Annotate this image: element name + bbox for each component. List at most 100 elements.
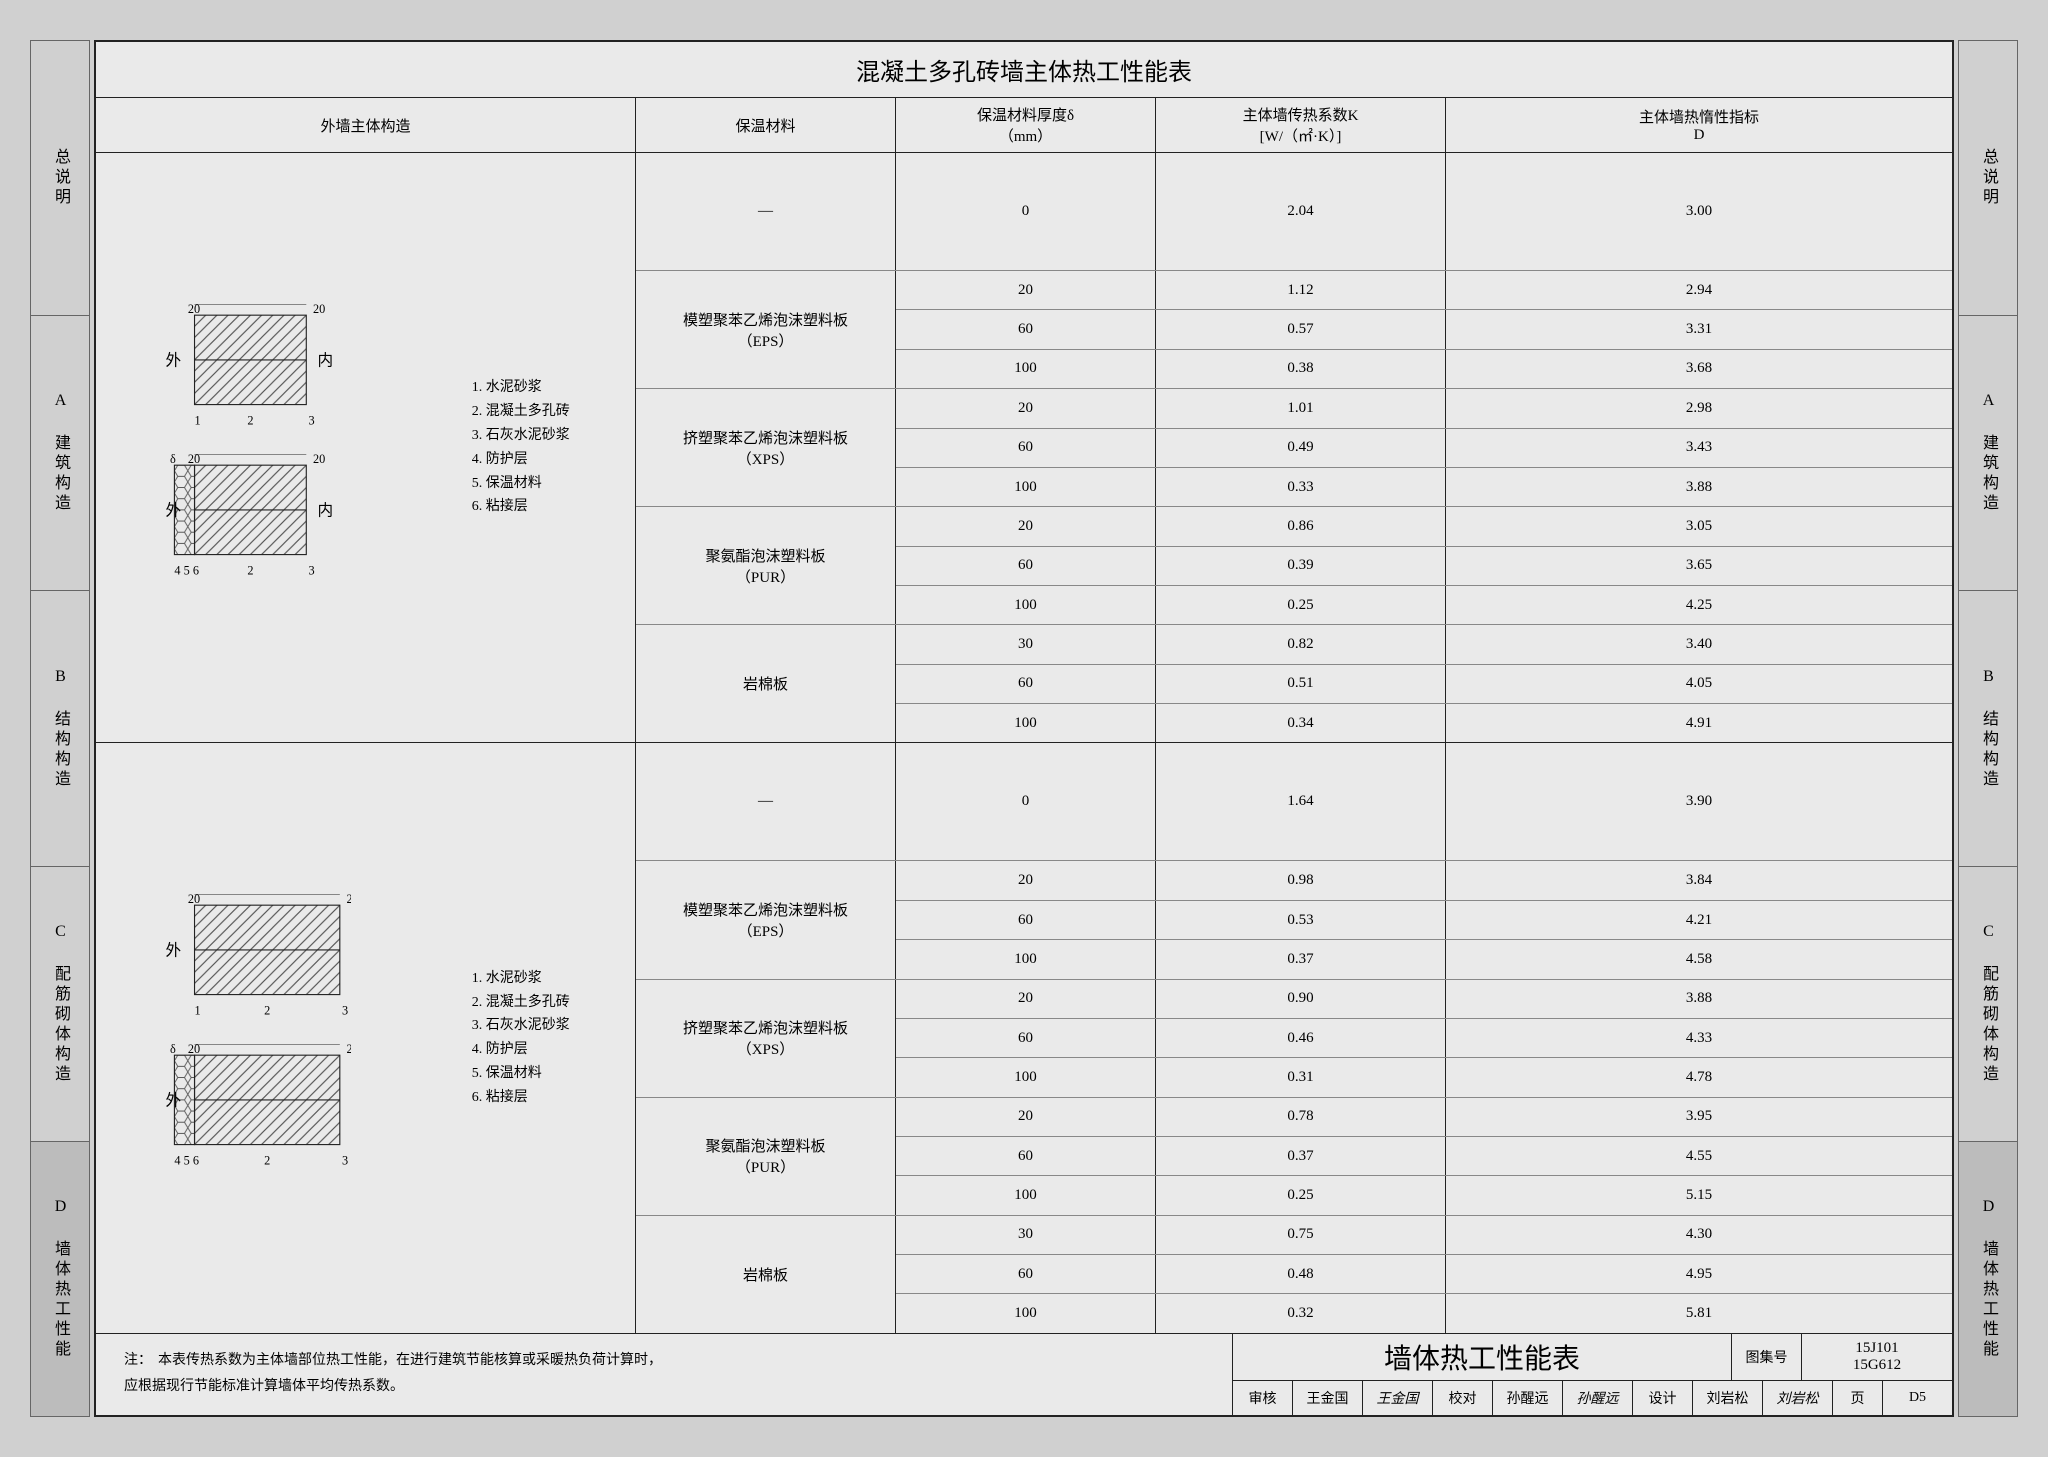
material-group: 挤塑聚苯乙烯泡沫塑料板 （XPS）200.903.88600.464.33100… (636, 980, 1952, 1098)
svg-text:内: 内 (318, 501, 334, 519)
tb-role: 校对 (1433, 1381, 1493, 1415)
title-block: 墙体热工性能表 图集号 15J10115G612 审核王金国王金国校对孙醒远孙醒… (1232, 1334, 1952, 1415)
header-d: 主体墙热惰性指标 D (1446, 98, 1952, 152)
material-name: — (636, 153, 896, 270)
nav-tab-2[interactable]: B 结构构造 (31, 591, 89, 866)
svg-text:δ: δ (170, 1044, 176, 1056)
cell: 100 (896, 1294, 1156, 1332)
value-row: 1000.314.78 (896, 1058, 1952, 1096)
cell: 3.95 (1446, 1098, 1952, 1136)
cell: 3.65 (1446, 547, 1952, 585)
cell: 2.98 (1446, 389, 1952, 427)
nav-tab-1[interactable]: A 建筑构造 (1959, 316, 2017, 591)
legend-1: 1. 水泥砂浆2. 混凝土多孔砖3. 石灰水泥砂浆4. 防护层5. 保温材料6.… (472, 967, 570, 1110)
svg-text:20: 20 (188, 894, 200, 906)
cell: 0.31 (1156, 1058, 1446, 1096)
cell: 60 (896, 901, 1156, 939)
cell: 0.57 (1156, 310, 1446, 348)
cell: 0.82 (1156, 625, 1446, 663)
cell: 0.90 (1156, 980, 1446, 1018)
cell: 30 (896, 625, 1156, 663)
svg-text:4 5 6: 4 5 6 (175, 1154, 200, 1168)
svg-text:20: 20 (347, 894, 351, 906)
nav-tab-3[interactable]: C 配筋砌体构造 (1959, 867, 2017, 1142)
cell: 0 (896, 153, 1156, 270)
cell: 4.05 (1446, 665, 1952, 703)
cell: 0.37 (1156, 940, 1446, 978)
svg-text:20: 20 (313, 454, 325, 466)
side-tabs-left: 总说明A 建筑构造B 结构构造C 配筋砌体构造D 墙体热工性能 (30, 40, 90, 1417)
nav-tab-3[interactable]: C 配筋砌体构造 (31, 867, 89, 1142)
cell: 20 (896, 1098, 1156, 1136)
material-group: 岩棉板300.754.30600.484.951000.325.81 (636, 1216, 1952, 1333)
legend-item: 5. 保温材料 (472, 1062, 570, 1086)
cell: 100 (896, 350, 1156, 388)
nav-tab-4[interactable]: D 墙体热工性能 (1959, 1142, 2017, 1416)
table-header: 外墙主体构造 保温材料 保温材料厚度δ （mm） 主体墙传热系数K [W/（㎡·… (96, 98, 1952, 153)
page: 总说明A 建筑构造B 结构构造C 配筋砌体构造D 墙体热工性能 混凝土多孔砖墙主… (0, 0, 2048, 1457)
cell: 20 (896, 861, 1156, 899)
tb-sig: 刘岩松 (1763, 1381, 1833, 1415)
svg-text:外: 外 (166, 1092, 182, 1110)
tb-name: 孙醒远 (1493, 1381, 1563, 1415)
atlas-code: 15J101 (1855, 1340, 1898, 1357)
header-diagram: 外墙主体构造 (96, 98, 636, 152)
cell: 0.98 (1156, 861, 1446, 899)
nav-tab-0[interactable]: 总说明 (1959, 41, 2017, 316)
nav-tab-0[interactable]: 总说明 (31, 41, 89, 316)
svg-text:外: 外 (166, 941, 182, 959)
cell: 0.25 (1156, 1176, 1446, 1214)
material-group: —02.043.00 (636, 153, 1952, 271)
tb-sig: 王金国 (1363, 1381, 1433, 1415)
cell: 1.12 (1156, 271, 1446, 309)
titleblock-bottom: 审核王金国王金国校对孙醒远孙醒远设计刘岩松刘岩松页D5 (1233, 1381, 1952, 1415)
page-number: D5 (1883, 1381, 1952, 1415)
tb-role: 设计 (1633, 1381, 1693, 1415)
atlas-label: 图集号 (1732, 1334, 1802, 1380)
legend-item: 1. 水泥砂浆 (472, 376, 570, 400)
legend-item: 2. 混凝土多孔砖 (472, 400, 570, 424)
svg-text:2: 2 (264, 1154, 270, 1168)
cell: 0.49 (1156, 429, 1446, 467)
cell: 4.95 (1446, 1255, 1952, 1293)
cell: 20 (896, 389, 1156, 427)
cell: 5.81 (1446, 1294, 1952, 1332)
material-name: 岩棉板 (636, 1216, 896, 1333)
value-row: 600.493.43 (896, 429, 1952, 468)
material-name: 聚氨酯泡沫塑料板 （PUR） (636, 507, 896, 624)
svg-text:20: 20 (188, 304, 200, 316)
svg-text:3: 3 (342, 1004, 348, 1018)
cell: 4.58 (1446, 940, 1952, 978)
value-row: 600.393.65 (896, 547, 1952, 586)
cell: 30 (896, 1216, 1156, 1254)
cell: 100 (896, 704, 1156, 742)
cell: 60 (896, 1255, 1156, 1293)
material-group: —01.643.90 (636, 743, 1952, 861)
nav-tab-2[interactable]: B 结构构造 (1959, 591, 2017, 866)
cell: 20 (896, 271, 1156, 309)
cell: 0.38 (1156, 350, 1446, 388)
legend-item: 4. 防护层 (472, 1038, 570, 1062)
tb-name: 刘岩松 (1693, 1381, 1763, 1415)
svg-text:370: 370 (257, 1044, 277, 1045)
svg-text:δ: δ (170, 454, 176, 466)
cell: 100 (896, 468, 1156, 506)
nav-tab-4[interactable]: D 墙体热工性能 (31, 1142, 89, 1416)
nav-tab-1[interactable]: A 建筑构造 (31, 316, 89, 591)
value-row: 201.122.94 (896, 271, 1952, 310)
cell: 3.84 (1446, 861, 1952, 899)
value-row: 201.012.98 (896, 389, 1952, 428)
cell: 100 (896, 940, 1156, 978)
cell: 0.48 (1156, 1255, 1446, 1293)
cell: 0.53 (1156, 901, 1446, 939)
legend-item: 5. 保温材料 (472, 472, 570, 496)
note-body: 本表传热系数为主体墙部位热工性能，在进行建筑节能核算或采暖热负荷计算时， 应根据… (124, 1353, 662, 1395)
value-row: 300.754.30 (896, 1216, 1952, 1255)
legend-item: 4. 防护层 (472, 448, 570, 472)
value-row: 600.464.33 (896, 1019, 1952, 1058)
wall-diagram-370: 370 20 20 外 内 1 2 3 (161, 894, 351, 1028)
table-block-0: 240 20 20 外 内 1 2 3 240 δ20 20 外 内 4 5 6… (96, 153, 1952, 743)
svg-text:4 5 6: 4 5 6 (175, 563, 200, 577)
svg-text:2: 2 (248, 563, 254, 577)
material-name: 模塑聚苯乙烯泡沫塑料板 （EPS） (636, 271, 896, 388)
